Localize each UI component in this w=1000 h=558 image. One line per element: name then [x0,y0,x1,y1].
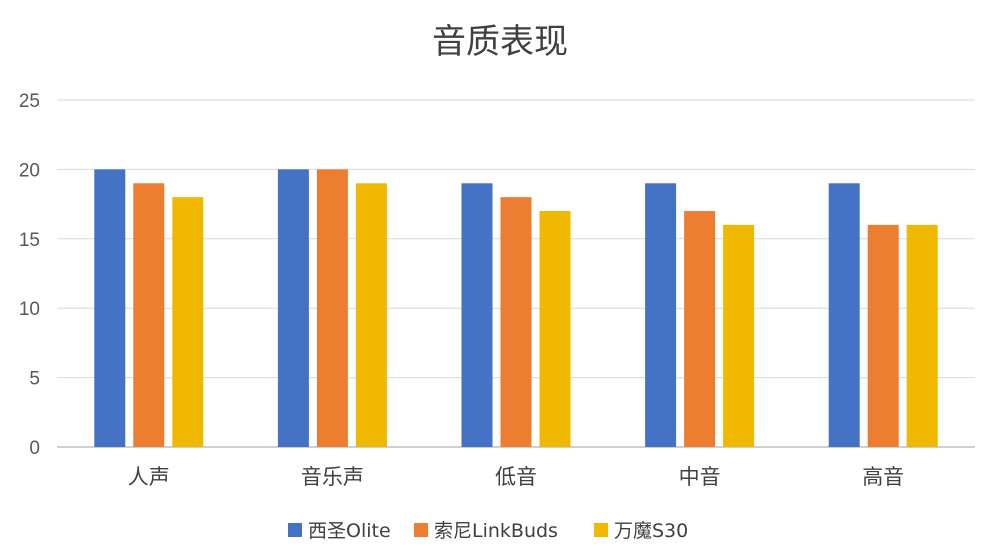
legend-label: 索尼LinkBuds [434,520,558,542]
y-tick-label: 25 [19,91,40,112]
bar-1-1 [94,169,126,447]
y-axis-ticks: 0 5 10 15 20 25 [19,91,40,459]
y-tick-label: 5 [29,369,40,390]
x-axis-categories: 人声 音乐声 低音 中音 高音 [128,465,904,489]
bar-3-5 [906,224,938,447]
x-category-label: 高音 [862,465,904,489]
y-tick-label: 15 [19,230,40,251]
x-category-label: 低音 [495,465,537,489]
bar-2-4 [684,211,716,447]
legend: 西圣Olite 索尼LinkBuds 万魔S30 [288,520,688,542]
legend-label: 西圣Olite [308,520,391,542]
bar-2-1 [133,183,165,447]
bar-1-4 [645,183,677,447]
y-tick-label: 10 [19,299,40,320]
bar-2-5 [867,224,899,447]
legend-label: 万魔S30 [614,520,688,542]
bar-3-1 [172,197,204,447]
bar-1-2 [277,169,309,447]
bars [94,169,938,447]
y-tick-label: 20 [19,160,40,181]
chart-title: 音质表现 [432,22,568,62]
legend-swatch [414,523,428,537]
x-category-label: 人声 [128,465,170,489]
bar-3-3 [539,211,571,447]
bar-2-2 [316,169,348,447]
bar-1-3 [461,183,493,447]
legend-swatch [594,523,608,537]
x-category-label: 中音 [679,465,721,489]
y-tick-label: 0 [29,438,40,459]
bar-1-5 [828,183,860,447]
bar-2-3 [500,197,532,447]
legend-swatch [288,523,302,537]
x-category-label: 音乐声 [301,465,364,489]
bar-3-2 [355,183,387,447]
bar-3-4 [723,224,755,447]
